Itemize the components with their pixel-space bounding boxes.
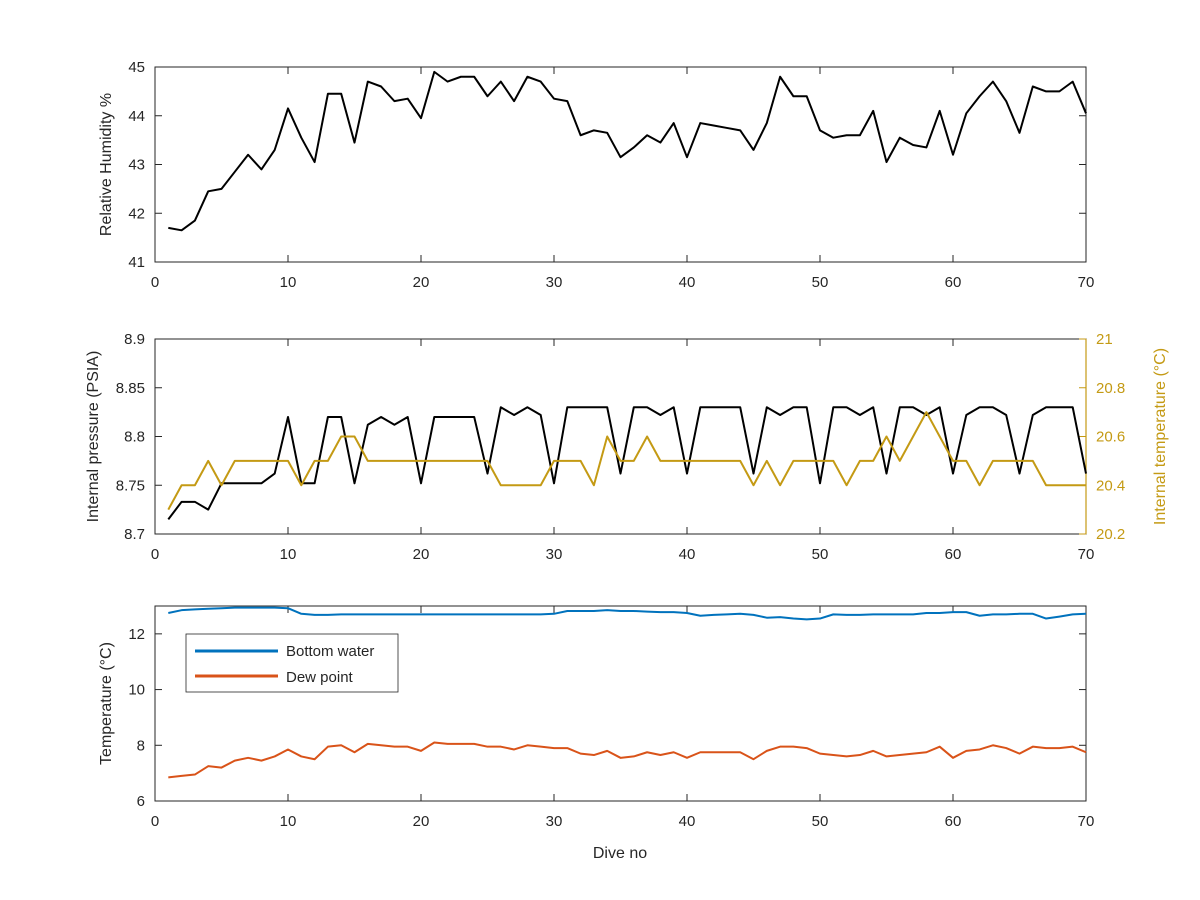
temperature-x-tick-label: 10 (280, 813, 297, 830)
humidity-plot-area (154, 66, 1087, 263)
humidity-ticks: 0 10 20 30 40 50 60 70 41 42 43 44 45 (128, 59, 1094, 291)
temperature-x-tick-label: 50 (812, 813, 829, 830)
pressure-right-y-tick-label: 21 (1096, 331, 1113, 348)
pressure-series-line-0 (167, 406, 1087, 520)
pressure-y-tick-label: 8.7 (124, 526, 145, 543)
temperature-x-tick-label: 0 (151, 813, 159, 830)
humidity-y-tick-label: 45 (128, 59, 145, 76)
pressure-x-tick-label: 30 (546, 546, 563, 563)
pressure-x-tick-label: 20 (413, 546, 430, 563)
pressure-x-tick-label: 0 (151, 546, 159, 563)
humidity-series-line-0 (168, 70, 1087, 232)
temperature-x-tick-label: 60 (945, 813, 962, 830)
pressure-plot-area (154, 338, 1087, 535)
pressure-right-y-tick-label: 20.8 (1096, 380, 1125, 397)
humidity-x-tick-label: 40 (679, 274, 696, 291)
temperature-x-tick-label: 40 (679, 813, 696, 830)
pressure-series (167, 406, 1087, 520)
temperature-y-tick-label: 12 (128, 626, 145, 643)
temperature-x-tick-label: 70 (1078, 813, 1095, 830)
temperature-y-tick-label: 6 (137, 793, 145, 810)
pressure-x-tick-label: 40 (679, 546, 696, 563)
pressure-x-tick-label: 60 (945, 546, 962, 563)
legend-box (185, 633, 399, 693)
temperature-series (168, 606, 1087, 779)
pressure-y-tick-label: 8.85 (116, 380, 145, 397)
pressure-series-line-1 (167, 411, 1086, 511)
humidity-x-tick-label: 20 (413, 274, 430, 291)
pressure-x-tick-label: 70 (1078, 546, 1095, 563)
pressure-y-tick-label: 8.8 (124, 429, 145, 446)
temperature-x-tick-label: 20 (413, 813, 430, 830)
humidity-x-tick-label: 50 (812, 274, 829, 291)
temperature-panel: 0 10 20 30 40 50 60 70 6 8 10 12 Temperature (°C) D… (98, 605, 1094, 862)
pressure-y-tick-label: 8.9 (124, 331, 145, 348)
humidity-panel: 0 10 20 30 40 50 60 70 41 42 43 44 45 Relative Humid… (98, 59, 1094, 291)
humidity-y-axis-label: Relative Humidity % (98, 93, 115, 236)
humidity-x-tick-label: 0 (151, 274, 159, 291)
humidity-y-tick-label: 41 (128, 254, 145, 271)
humidity-y-tick-label: 43 (128, 157, 145, 174)
pressure-right-y-tick-label: 20.2 (1096, 526, 1125, 543)
internal-temperature-y-axis-label: Internal temperature (°C) (1152, 348, 1169, 525)
pressure-ticks: 0 10 20 30 40 50 60 70 8.7 8.75 8.8 8.85 8.9 20.2 20.4… (116, 331, 1125, 563)
pressure-panel: 0 10 20 30 40 50 60 70 8.7 8.75 8.8 8.85 8.9 20.2 20.4… (85, 331, 1169, 563)
temperature-series-line-0 (168, 606, 1087, 621)
humidity-y-tick-label: 42 (128, 205, 145, 222)
humidity-x-tick-label: 30 (546, 274, 563, 291)
x-axis-label: Dive no (593, 845, 647, 862)
pressure-y-axis-label: Internal pressure (PSIA) (85, 351, 102, 523)
temperature-x-tick-label: 30 (546, 813, 563, 830)
humidity-x-tick-label: 10 (280, 274, 297, 291)
humidity-x-tick-label: 70 (1078, 274, 1095, 291)
temperature-ticks: 0 10 20 30 40 50 60 70 6 8 10 12 (128, 606, 1094, 830)
legend-label-bottom-water: Bottom water (286, 643, 374, 660)
legend-label-dew-point: Dew point (286, 669, 354, 686)
pressure-y-tick-label: 8.75 (116, 477, 145, 494)
pressure-x-tick-label: 10 (280, 546, 297, 563)
temperature-y-tick-label: 10 (128, 682, 145, 699)
temperature-series-line-1 (168, 741, 1087, 779)
pressure-x-tick-label: 50 (812, 546, 829, 563)
humidity-series (168, 70, 1087, 232)
legend: Bottom water Dew point (185, 633, 399, 693)
humidity-x-tick-label: 60 (945, 274, 962, 291)
temperature-y-axis-label: Temperature (°C) (98, 642, 115, 765)
humidity-y-tick-label: 44 (128, 108, 145, 125)
temperature-y-tick-label: 8 (137, 737, 145, 754)
pressure-right-y-tick-label: 20.4 (1096, 477, 1125, 494)
pressure-right-y-tick-label: 20.6 (1096, 429, 1125, 446)
